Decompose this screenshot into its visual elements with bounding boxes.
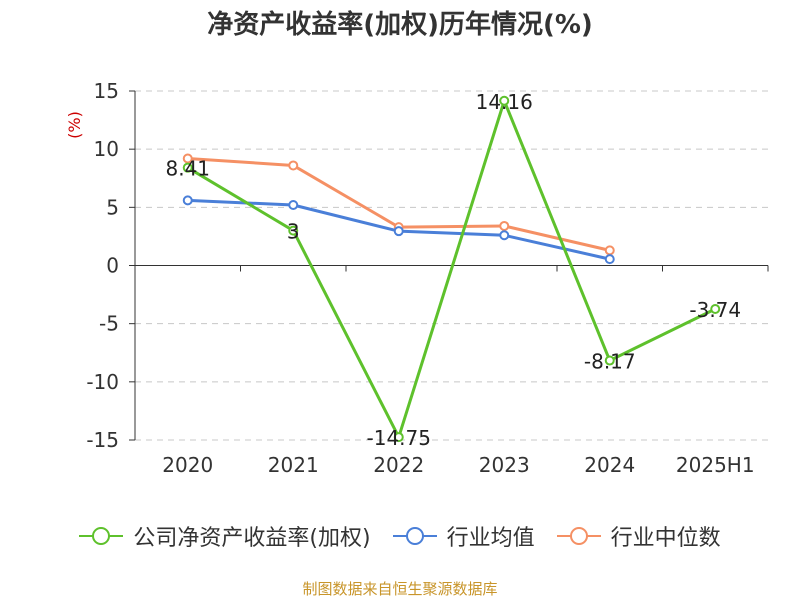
legend-item: 公司净资产收益率(加权) [79, 520, 371, 552]
chart-legend: 公司净资产收益率(加权) 行业均值 行业中位数 [0, 520, 800, 552]
legend-label: 行业中位数 [610, 526, 721, 551]
data-point [499, 230, 510, 241]
legend-label: 行业均值 [446, 526, 535, 551]
y-tick-label: -10 [86, 370, 119, 394]
data-point [393, 432, 404, 443]
y-tick-label: 10 [94, 137, 119, 161]
data-label: -3.74 [689, 298, 741, 322]
data-point [182, 153, 193, 164]
data-label: -8.17 [584, 350, 636, 374]
x-tick-label: 2022 [373, 453, 424, 477]
legend-swatch [392, 526, 437, 546]
y-tick-label: -5 [99, 312, 119, 336]
data-label: 14.16 [476, 90, 533, 114]
data-point [288, 225, 299, 236]
y-tick-label: -15 [86, 428, 119, 452]
data-point [499, 95, 510, 106]
data-point [499, 220, 510, 231]
legend-label: 公司净资产收益率(加权) [133, 526, 371, 551]
legend-item: 行业均值 [392, 520, 535, 552]
data-point [604, 254, 615, 265]
legend-swatch [556, 526, 601, 546]
data-point [710, 304, 721, 315]
data-point [604, 245, 615, 256]
data-label: -14.75 [367, 426, 431, 450]
data-label: 8.41 [165, 157, 210, 181]
x-tick-label: 2021 [268, 453, 319, 477]
y-tick-label: 15 [94, 79, 119, 103]
data-point [288, 200, 299, 211]
data-point [393, 226, 404, 237]
data-label: 3 [287, 220, 300, 244]
data-source-note: 制图数据来自恒生聚源数据库 [302, 580, 498, 598]
data-point [182, 195, 193, 206]
data-point [288, 160, 299, 171]
y-axis-label: (%) [65, 111, 84, 139]
data-point [182, 162, 193, 173]
legend-swatch [79, 526, 124, 546]
data-point [604, 355, 615, 366]
y-tick-label: 0 [106, 254, 119, 278]
y-tick-label: 5 [106, 195, 119, 219]
x-tick-label: 2024 [584, 453, 635, 477]
legend-item: 行业中位数 [556, 520, 721, 552]
x-tick-label: 2023 [479, 453, 530, 477]
x-tick-label: 2020 [162, 453, 213, 477]
x-tick-label: 2025H1 [676, 453, 755, 477]
series-line-0 [186, 99, 716, 439]
chart-title: 净资产收益率(加权)历年情况(%) [207, 10, 593, 40]
